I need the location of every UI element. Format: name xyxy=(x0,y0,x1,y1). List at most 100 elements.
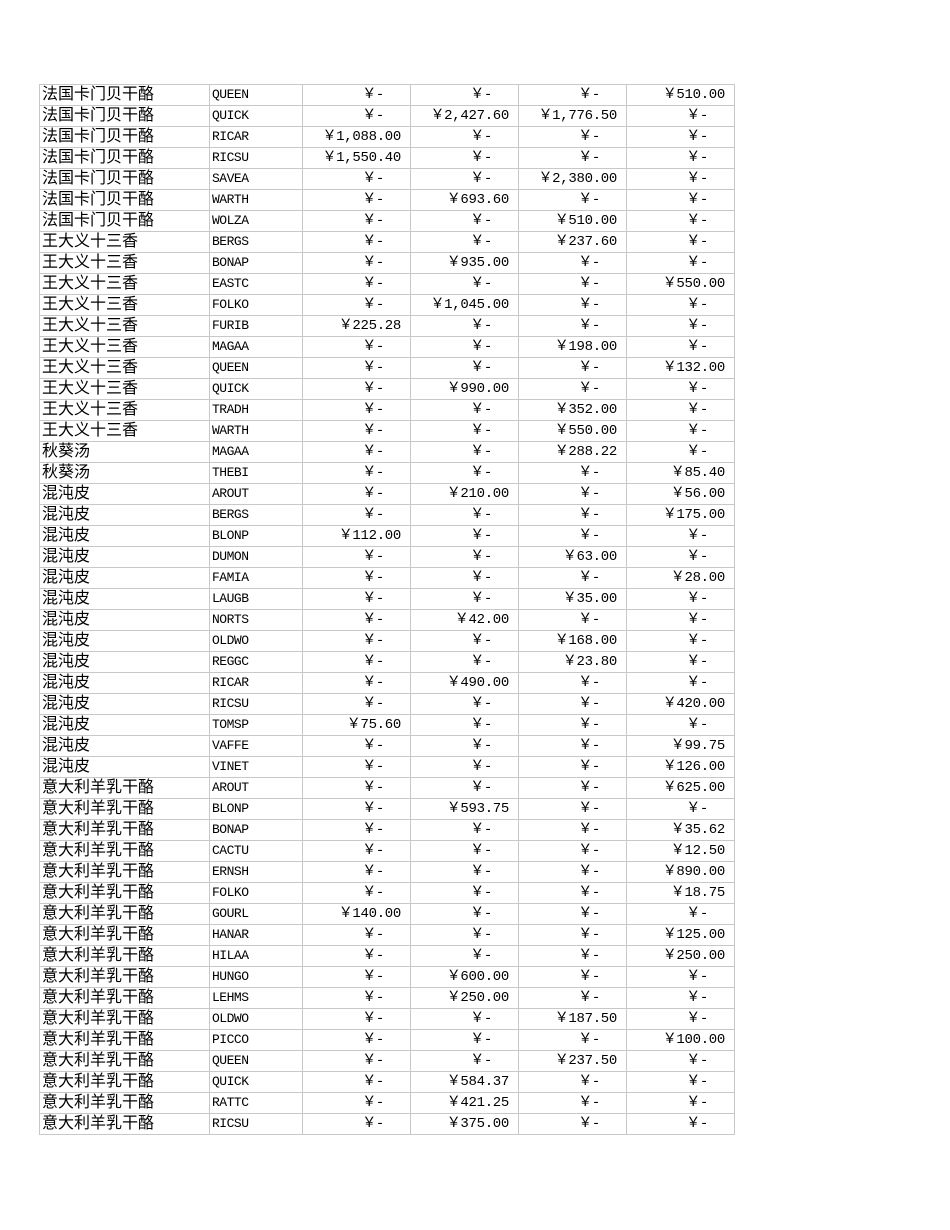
cell-product[interactable]: 意大利羊乳干酪 xyxy=(39,861,210,883)
cell-q3[interactable]: ￥- xyxy=(518,945,627,967)
cell-product[interactable]: 王大义十三香 xyxy=(39,231,210,253)
cell-q1[interactable]: ￥- xyxy=(302,966,411,988)
cell-customer[interactable]: TOMSP xyxy=(209,714,303,736)
cell-customer[interactable]: QUEEN xyxy=(209,84,303,106)
cell-product[interactable]: 法国卡门贝干酪 xyxy=(39,105,210,127)
cell-product[interactable]: 王大义十三香 xyxy=(39,399,210,421)
cell-q2[interactable]: ￥- xyxy=(410,231,519,253)
cell-q2[interactable]: ￥- xyxy=(410,777,519,799)
cell-q1[interactable]: ￥- xyxy=(302,357,411,379)
cell-product[interactable]: 意大利羊乳干酪 xyxy=(39,987,210,1009)
cell-q3[interactable]: ￥187.50 xyxy=(518,1008,627,1030)
cell-q3[interactable]: ￥2,380.00 xyxy=(518,168,627,190)
cell-q2[interactable]: ￥- xyxy=(410,504,519,526)
cell-customer[interactable]: MAGAA xyxy=(209,441,303,463)
cell-customer[interactable]: CACTU xyxy=(209,840,303,862)
cell-product[interactable]: 意大利羊乳干酪 xyxy=(39,882,210,904)
cell-q1[interactable]: ￥- xyxy=(302,462,411,484)
cell-q3[interactable]: ￥- xyxy=(518,378,627,400)
cell-q3[interactable]: ￥- xyxy=(518,84,627,106)
cell-q3[interactable]: ￥352.00 xyxy=(518,399,627,421)
cell-q4[interactable]: ￥18.75 xyxy=(626,882,735,904)
cell-product[interactable]: 意大利羊乳干酪 xyxy=(39,1092,210,1114)
cell-q4[interactable]: ￥- xyxy=(626,336,735,358)
cell-product[interactable]: 意大利羊乳干酪 xyxy=(39,1008,210,1030)
cell-q3[interactable]: ￥198.00 xyxy=(518,336,627,358)
cell-q4[interactable]: ￥- xyxy=(626,630,735,652)
cell-q1[interactable]: ￥- xyxy=(302,567,411,589)
cell-product[interactable]: 意大利羊乳干酪 xyxy=(39,1113,210,1135)
cell-q1[interactable]: ￥- xyxy=(302,273,411,295)
cell-q2[interactable]: ￥- xyxy=(410,315,519,337)
cell-q2[interactable]: ￥- xyxy=(410,1050,519,1072)
cell-customer[interactable]: RICSU xyxy=(209,693,303,715)
cell-q4[interactable]: ￥28.00 xyxy=(626,567,735,589)
cell-q4[interactable]: ￥- xyxy=(626,210,735,232)
cell-customer[interactable]: MAGAA xyxy=(209,336,303,358)
cell-q4[interactable]: ￥- xyxy=(626,420,735,442)
cell-customer[interactable]: RICSU xyxy=(209,147,303,169)
cell-q3[interactable]: ￥- xyxy=(518,1092,627,1114)
cell-q1[interactable]: ￥- xyxy=(302,693,411,715)
cell-q4[interactable]: ￥- xyxy=(626,1050,735,1072)
cell-q2[interactable]: ￥- xyxy=(410,336,519,358)
cell-customer[interactable]: ERNSH xyxy=(209,861,303,883)
cell-product[interactable]: 意大利羊乳干酪 xyxy=(39,1029,210,1051)
cell-product[interactable]: 王大义十三香 xyxy=(39,336,210,358)
cell-q3[interactable]: ￥- xyxy=(518,693,627,715)
cell-product[interactable]: 王大义十三香 xyxy=(39,252,210,274)
cell-q1[interactable]: ￥- xyxy=(302,168,411,190)
cell-q4[interactable]: ￥- xyxy=(626,441,735,463)
cell-customer[interactable]: HANAR xyxy=(209,924,303,946)
cell-product[interactable]: 王大义十三香 xyxy=(39,420,210,442)
cell-q2[interactable]: ￥42.00 xyxy=(410,609,519,631)
cell-product[interactable]: 法国卡门贝干酪 xyxy=(39,189,210,211)
cell-customer[interactable]: TRADH xyxy=(209,399,303,421)
cell-q2[interactable]: ￥- xyxy=(410,210,519,232)
cell-customer[interactable]: BERGS xyxy=(209,231,303,253)
cell-q4[interactable]: ￥- xyxy=(626,1071,735,1093)
cell-q3[interactable]: ￥- xyxy=(518,777,627,799)
cell-q3[interactable]: ￥63.00 xyxy=(518,546,627,568)
cell-q2[interactable]: ￥- xyxy=(410,945,519,967)
cell-q3[interactable]: ￥- xyxy=(518,525,627,547)
cell-q2[interactable]: ￥2,427.60 xyxy=(410,105,519,127)
cell-product[interactable]: 法国卡门贝干酪 xyxy=(39,84,210,106)
cell-q3[interactable]: ￥- xyxy=(518,252,627,274)
cell-product[interactable]: 混沌皮 xyxy=(39,546,210,568)
cell-product[interactable]: 意大利羊乳干酪 xyxy=(39,966,210,988)
cell-q2[interactable]: ￥693.60 xyxy=(410,189,519,211)
cell-q4[interactable]: ￥125.00 xyxy=(626,924,735,946)
cell-customer[interactable]: RICAR xyxy=(209,126,303,148)
cell-customer[interactable]: SAVEA xyxy=(209,168,303,190)
cell-q2[interactable]: ￥990.00 xyxy=(410,378,519,400)
cell-q3[interactable]: ￥- xyxy=(518,1071,627,1093)
cell-q3[interactable]: ￥237.50 xyxy=(518,1050,627,1072)
cell-q1[interactable]: ￥- xyxy=(302,105,411,127)
cell-customer[interactable]: OLDWO xyxy=(209,1008,303,1030)
cell-q4[interactable]: ￥- xyxy=(626,168,735,190)
cell-product[interactable]: 混沌皮 xyxy=(39,609,210,631)
cell-q1[interactable]: ￥- xyxy=(302,84,411,106)
cell-q1[interactable]: ￥- xyxy=(302,798,411,820)
cell-q2[interactable]: ￥- xyxy=(410,441,519,463)
cell-q2[interactable]: ￥- xyxy=(410,693,519,715)
cell-q1[interactable]: ￥- xyxy=(302,588,411,610)
cell-q1[interactable]: ￥75.60 xyxy=(302,714,411,736)
cell-q1[interactable]: ￥- xyxy=(302,609,411,631)
cell-customer[interactable]: EASTC xyxy=(209,273,303,295)
cell-q4[interactable]: ￥- xyxy=(626,966,735,988)
cell-q2[interactable]: ￥- xyxy=(410,399,519,421)
cell-q3[interactable]: ￥- xyxy=(518,882,627,904)
cell-q2[interactable]: ￥- xyxy=(410,420,519,442)
cell-product[interactable]: 混沌皮 xyxy=(39,630,210,652)
cell-product[interactable]: 法国卡门贝干酪 xyxy=(39,126,210,148)
cell-customer[interactable]: PICCO xyxy=(209,1029,303,1051)
cell-q4[interactable]: ￥- xyxy=(626,231,735,253)
cell-customer[interactable]: FOLKO xyxy=(209,882,303,904)
cell-q4[interactable]: ￥132.00 xyxy=(626,357,735,379)
cell-q4[interactable]: ￥100.00 xyxy=(626,1029,735,1051)
cell-q4[interactable]: ￥- xyxy=(626,714,735,736)
cell-q4[interactable]: ￥625.00 xyxy=(626,777,735,799)
cell-q1[interactable]: ￥112.00 xyxy=(302,525,411,547)
